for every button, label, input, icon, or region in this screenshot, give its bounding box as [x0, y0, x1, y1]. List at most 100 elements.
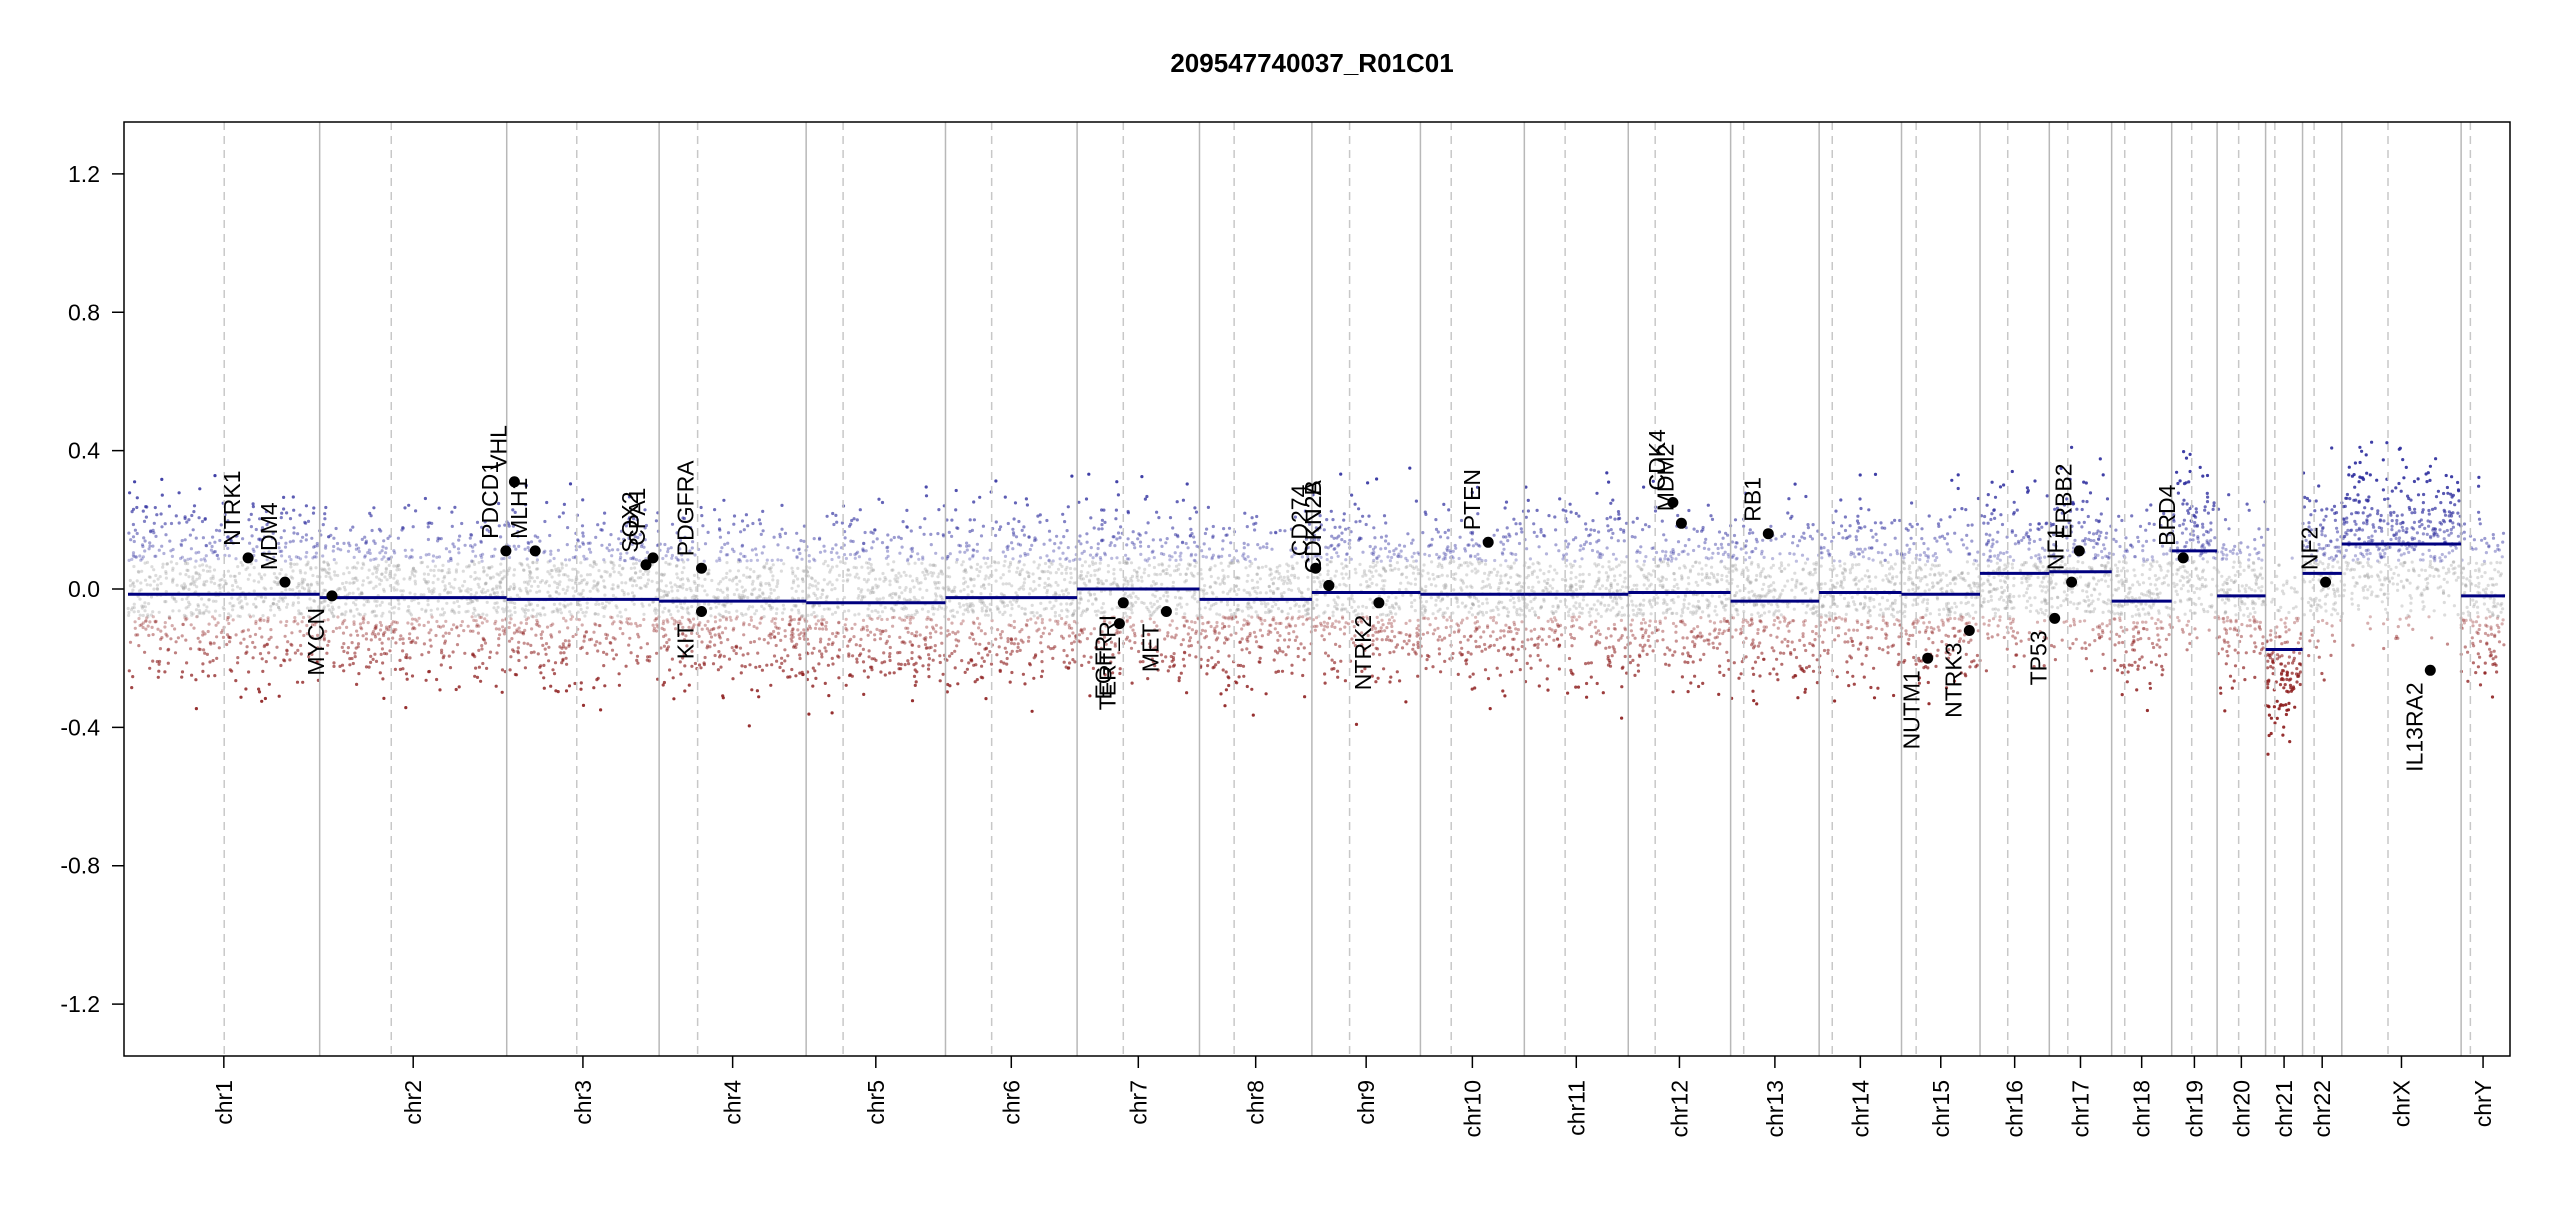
probe-point — [311, 573, 315, 578]
probe-point — [1094, 561, 1098, 565]
probe-point — [909, 529, 913, 533]
probe-point — [830, 588, 834, 592]
probe-point — [767, 581, 771, 586]
probe-point — [468, 601, 472, 605]
probe-point — [324, 570, 328, 574]
probe-point — [369, 580, 373, 584]
probe-point — [542, 663, 546, 668]
probe-point — [258, 537, 262, 541]
probe-point — [277, 694, 281, 698]
probe-point — [1227, 615, 1231, 619]
probe-point — [902, 597, 907, 601]
probe-point — [889, 538, 893, 542]
probe-point — [1129, 625, 1133, 629]
probe-point — [1283, 638, 1287, 642]
probe-point — [140, 543, 145, 547]
probe-point — [539, 636, 544, 640]
probe-point — [567, 578, 571, 582]
probe-point — [404, 706, 408, 710]
probe-point — [716, 668, 721, 672]
probe-point — [473, 614, 478, 618]
probe-point — [346, 593, 350, 597]
probe-point — [1265, 545, 1269, 550]
probe-point — [289, 562, 293, 566]
probe-point — [194, 559, 198, 563]
probe-point — [1010, 670, 1014, 675]
probe-point — [632, 594, 636, 598]
probe-point — [634, 621, 638, 626]
probe-point — [1091, 602, 1095, 606]
probe-point — [1049, 571, 1053, 575]
probe-point — [706, 644, 710, 648]
probe-point — [940, 641, 944, 645]
probe-point — [172, 597, 176, 601]
probe-point — [1054, 571, 1058, 575]
probe-point — [385, 627, 389, 631]
probe-point — [566, 603, 570, 607]
probe-point — [295, 562, 299, 566]
probe-point — [349, 528, 353, 532]
probe-point — [133, 626, 137, 630]
probe-point — [759, 581, 763, 585]
probe-point — [446, 590, 450, 594]
probe-point — [285, 652, 289, 656]
probe-point — [1177, 679, 1181, 683]
probe-point — [749, 618, 754, 622]
probe-point — [538, 624, 542, 628]
probe-point — [601, 605, 605, 610]
probe-point — [218, 578, 222, 582]
probe-point — [136, 569, 140, 574]
probe-point — [774, 643, 778, 648]
probe-point — [494, 627, 498, 631]
probe-point — [608, 574, 612, 578]
probe-point — [494, 684, 498, 688]
probe-point — [403, 548, 407, 552]
probe-point — [419, 561, 423, 565]
probe-point — [374, 625, 378, 630]
probe-point — [1247, 602, 1251, 606]
probe-point — [932, 563, 936, 567]
probe-point — [382, 555, 386, 559]
probe-point — [552, 672, 557, 676]
probe-point — [353, 576, 357, 580]
probe-point — [373, 599, 377, 603]
probe-point — [1165, 537, 1169, 541]
probe-point — [238, 586, 242, 591]
probe-point — [989, 662, 994, 666]
probe-point — [211, 576, 215, 581]
probe-point — [282, 495, 286, 499]
probe-point — [135, 505, 139, 510]
probe-point — [1130, 574, 1135, 579]
probe-point — [1183, 612, 1187, 616]
probe-point — [1260, 565, 1264, 569]
probe-point — [972, 577, 976, 582]
probe-point — [253, 632, 258, 637]
probe-point — [798, 653, 802, 657]
probe-point — [642, 612, 646, 616]
probe-point — [1272, 658, 1276, 662]
probe-point — [768, 583, 772, 587]
probe-point — [628, 577, 632, 581]
probe-point — [790, 586, 794, 590]
probe-point — [1228, 553, 1232, 558]
probe-point — [299, 652, 303, 656]
probe-point — [643, 526, 647, 530]
probe-point — [292, 620, 296, 624]
probe-point — [655, 617, 659, 621]
probe-point — [1065, 556, 1069, 561]
probe-point — [766, 597, 770, 601]
probe-point — [1065, 602, 1069, 606]
probe-point — [382, 589, 386, 593]
probe-point — [322, 633, 326, 637]
probe-point — [369, 660, 373, 665]
probe-point — [792, 604, 796, 608]
probe-point — [1221, 578, 1225, 582]
probe-point — [535, 612, 540, 616]
probe-point — [271, 602, 275, 606]
probe-point — [147, 633, 151, 638]
probe-point — [1060, 564, 1064, 569]
probe-point — [187, 600, 191, 604]
probe-point — [201, 630, 205, 634]
probe-point — [556, 610, 560, 614]
probe-point — [150, 565, 154, 569]
